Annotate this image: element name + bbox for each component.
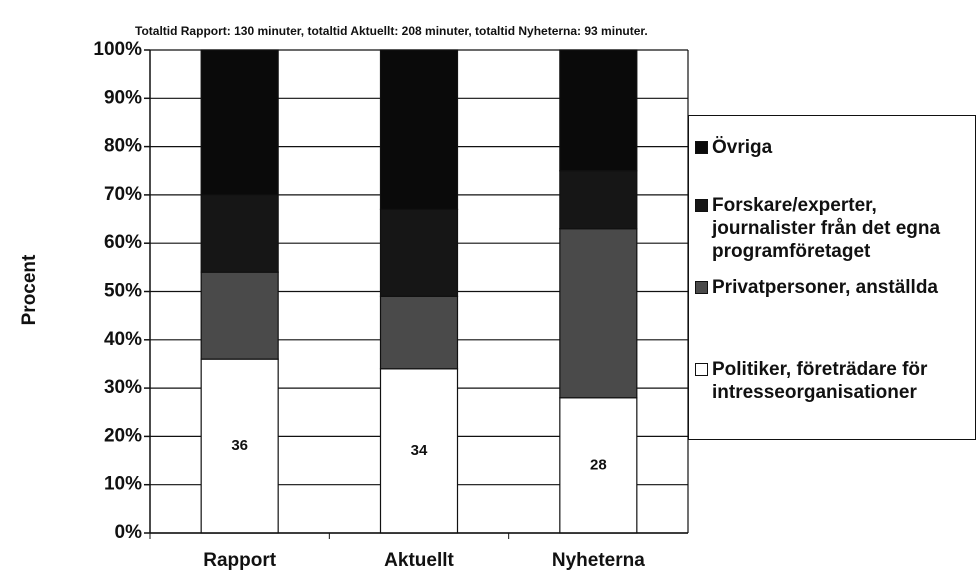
- bar-segment: [200, 194, 279, 273]
- bar-segment: [559, 397, 638, 534]
- legend-label: Politiker, företrädare för intresseorgan…: [712, 359, 928, 403]
- legend-label: Övriga: [712, 137, 773, 158]
- y-tick-label: 20%: [104, 425, 142, 446]
- bar-segment: [379, 295, 459, 370]
- legend: Övriga Forskare/experter, journalister fr…: [688, 115, 976, 440]
- chart-subtitle: Totaltid Rapport: 130 minuter, totaltid …: [135, 24, 648, 38]
- y-tick-label: 40%: [104, 329, 142, 350]
- bar-segment: [200, 49, 279, 196]
- legend-item: Forskare/experter, journalister från det…: [695, 194, 973, 263]
- bar-segment: [559, 228, 638, 399]
- x-tick-label: Nyheterna: [552, 550, 645, 571]
- legend-item: Övriga: [695, 136, 973, 159]
- y-axis-label: Procent: [19, 254, 40, 325]
- legend-swatch: [695, 141, 708, 154]
- bar-segment: [379, 368, 459, 534]
- y-tick-label: 90%: [104, 87, 142, 108]
- y-tick-label: 80%: [104, 136, 142, 157]
- y-tick-label: 50%: [104, 281, 142, 302]
- legend-swatch: [695, 363, 708, 376]
- data-label: 36: [231, 437, 248, 454]
- legend-item: Politiker, företrädare för intresseorgan…: [695, 358, 973, 404]
- bar-segment: [379, 208, 459, 297]
- bar-segment: [559, 170, 638, 230]
- y-tick-label: 100%: [93, 39, 142, 60]
- legend-label: Forskare/experter, journalister från det…: [712, 195, 941, 262]
- y-tick-label: 0%: [115, 522, 143, 543]
- y-tick-label: 60%: [104, 232, 142, 253]
- legend-swatch: [695, 199, 708, 212]
- bar-segment: [379, 49, 459, 210]
- bar-segment: [200, 271, 279, 360]
- y-tick-label: 10%: [104, 474, 142, 495]
- data-label: 28: [590, 456, 607, 473]
- legend-item: Privatpersoner, anställda: [695, 276, 973, 299]
- x-tick-label: Aktuellt: [384, 550, 454, 571]
- legend-label: Privatpersoner, anställda: [712, 277, 938, 298]
- data-label: 34: [411, 442, 428, 459]
- x-tick-label: Rapport: [203, 550, 277, 571]
- legend-swatch: [695, 281, 708, 294]
- y-tick-label: 70%: [104, 184, 142, 205]
- bar-segment: [559, 49, 638, 172]
- y-tick-label: 30%: [104, 377, 142, 398]
